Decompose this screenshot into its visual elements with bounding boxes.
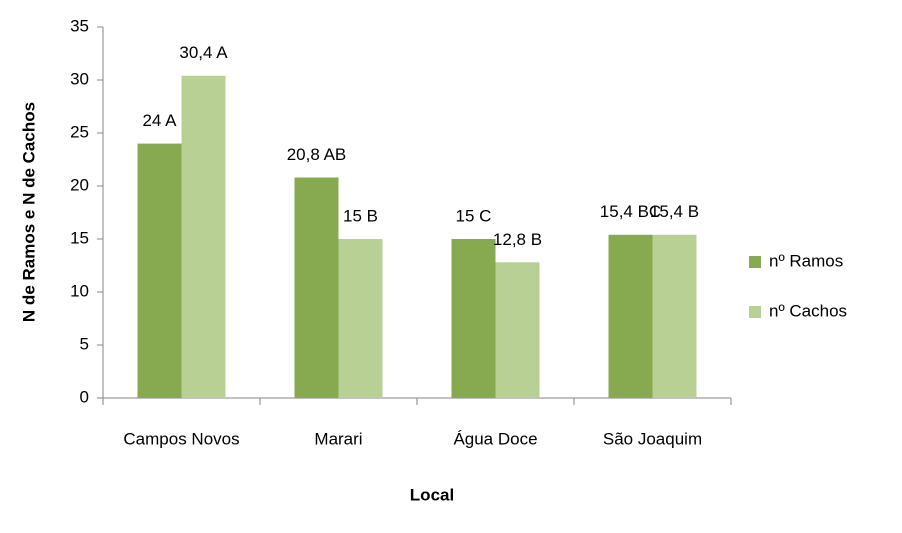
- bar: [137, 143, 182, 398]
- legend-swatch: [749, 256, 761, 268]
- value-label: 15,4 B: [650, 202, 699, 221]
- y-tick-label: 10: [70, 281, 89, 300]
- y-tick-label: 0: [80, 387, 89, 406]
- bar: [451, 239, 496, 398]
- value-label: 12,8 B: [493, 230, 542, 249]
- value-label: 15,4 BC: [600, 202, 661, 221]
- y-tick-label: 5: [80, 334, 89, 353]
- bar: [338, 239, 383, 398]
- value-label: 20,8 AB: [287, 145, 347, 164]
- y-tick-label: 35: [70, 16, 89, 35]
- value-label: 30,4 A: [179, 43, 228, 62]
- legend-swatch: [749, 306, 761, 318]
- bar: [652, 234, 697, 398]
- value-label: 15 C: [456, 206, 492, 225]
- y-tick-label: 25: [70, 122, 89, 141]
- x-axis-title: Local: [410, 485, 454, 504]
- bar: [294, 177, 339, 398]
- bar: [608, 234, 653, 398]
- y-tick-label: 20: [70, 175, 89, 194]
- y-axis-title: N de Ramos e N de Cachos: [19, 102, 38, 322]
- y-tick-label: 30: [70, 69, 89, 88]
- x-tick-label: São Joaquim: [603, 429, 702, 448]
- value-label: 15 B: [343, 206, 378, 225]
- x-tick-label: Marari: [314, 429, 362, 448]
- legend-label: nº Ramos: [769, 251, 843, 270]
- x-tick-label: Campos Novos: [123, 429, 239, 448]
- y-tick-label: 15: [70, 228, 89, 247]
- bar: [181, 75, 226, 398]
- legend-label: nº Cachos: [769, 301, 847, 320]
- bar: [495, 262, 540, 398]
- x-tick-label: Água Doce: [453, 429, 537, 448]
- value-label: 24 A: [142, 111, 177, 130]
